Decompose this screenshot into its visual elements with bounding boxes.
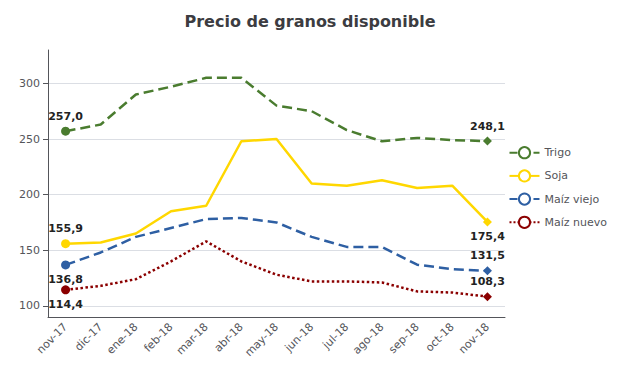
svg-text:ene-18: ene-18	[104, 320, 140, 356]
svg-text:sep-18: sep-18	[386, 320, 422, 356]
svg-text:jul-18: jul-18	[320, 320, 352, 352]
svg-text:257,0: 257,0	[48, 110, 83, 123]
svg-text:Precio de granos disponible: Precio de granos disponible	[184, 12, 435, 31]
svg-text:175,4: 175,4	[470, 230, 505, 243]
svg-text:Trigo: Trigo	[543, 146, 571, 159]
svg-text:300: 300	[19, 77, 40, 90]
svg-text:114,4: 114,4	[48, 298, 83, 311]
svg-text:nov-17: nov-17	[34, 320, 70, 356]
svg-text:jun-18: jun-18	[282, 320, 317, 355]
svg-text:150: 150	[19, 244, 40, 257]
svg-text:Maíz viejo: Maíz viejo	[544, 193, 599, 206]
svg-text:may-18: may-18	[242, 320, 281, 359]
svg-text:248,1: 248,1	[470, 120, 505, 133]
svg-text:dic-17: dic-17	[72, 320, 105, 353]
svg-text:136,8: 136,8	[48, 273, 83, 286]
svg-text:250: 250	[19, 133, 40, 146]
svg-text:Maíz nuevo: Maíz nuevo	[544, 216, 607, 229]
svg-text:mar-18: mar-18	[174, 320, 211, 357]
svg-text:108,3: 108,3	[470, 275, 505, 288]
svg-text:131,5: 131,5	[470, 249, 505, 262]
svg-text:oct-18: oct-18	[423, 320, 457, 354]
svg-text:200: 200	[19, 188, 40, 201]
svg-text:ago-18: ago-18	[350, 320, 386, 356]
svg-text:nov-18: nov-18	[456, 320, 492, 356]
svg-text:100: 100	[19, 299, 40, 312]
svg-text:Soja: Soja	[544, 169, 568, 182]
svg-text:feb-18: feb-18	[141, 320, 175, 354]
svg-text:155,9: 155,9	[48, 222, 83, 235]
svg-text:abr-18: abr-18	[212, 320, 246, 354]
